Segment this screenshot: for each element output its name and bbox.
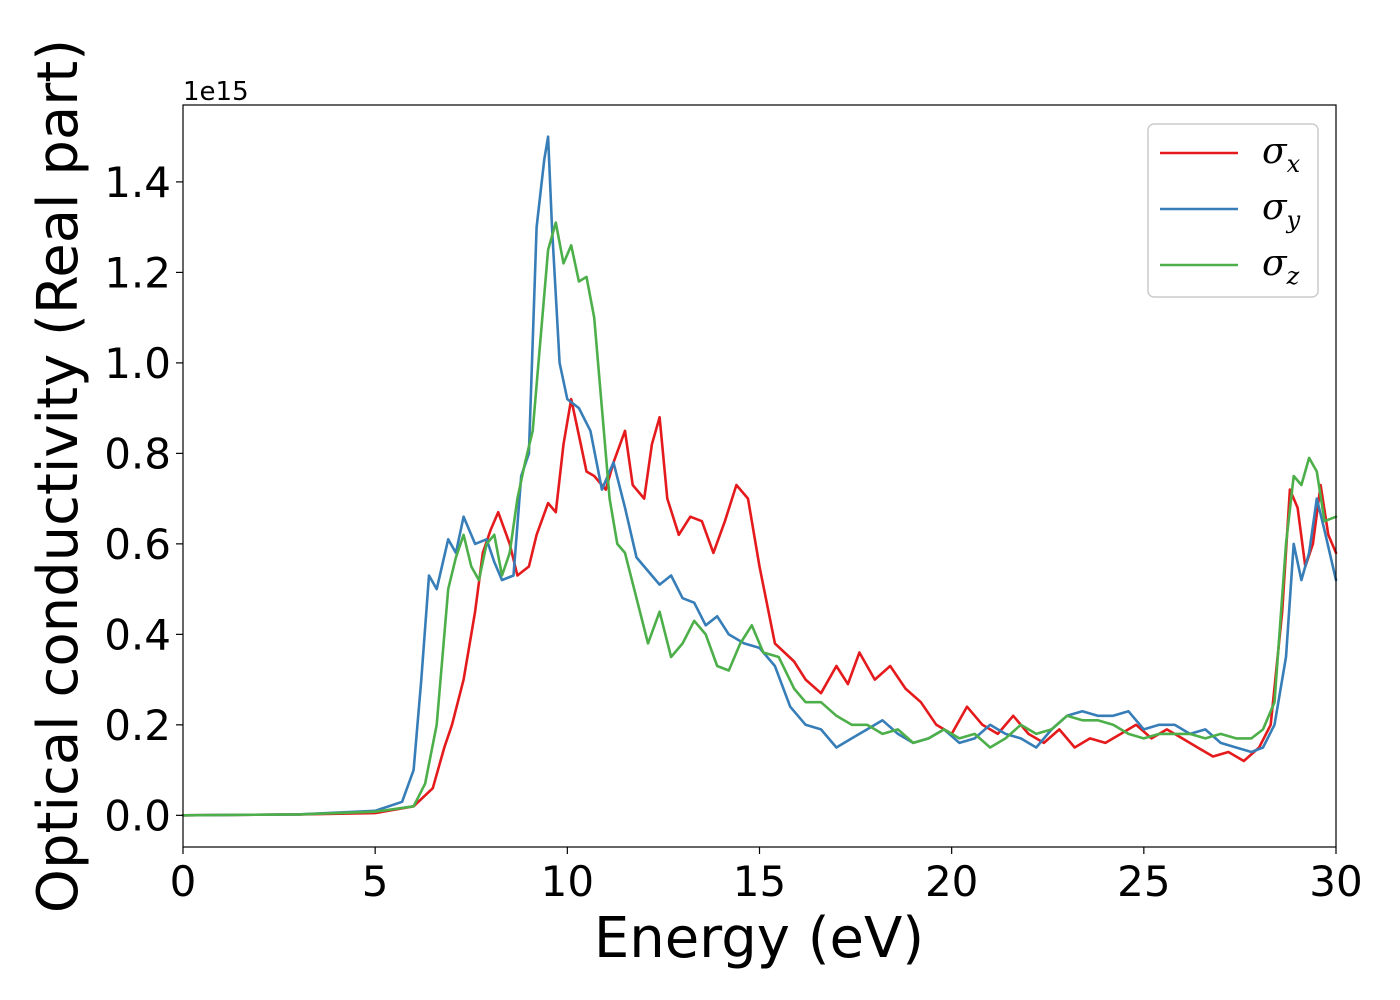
legend-box [1147, 123, 1319, 298]
x-axis-title: Energy (eV) [594, 906, 924, 971]
y-tick-label: 0.4 [104, 610, 171, 659]
legend-label-z: σz [1262, 243, 1300, 290]
x-tick-label: 5 [362, 857, 389, 906]
series-line-z [181, 221, 1338, 817]
y-tick-label: 0.0 [104, 791, 171, 840]
x-tick-label: 10 [541, 857, 594, 906]
legend-label-x: σx [1262, 131, 1301, 178]
legend-entries: σx σy σz [1160, 131, 1301, 290]
legend: σx σy σz [1147, 123, 1319, 298]
y-tick-label: 0.8 [104, 429, 171, 478]
y-tick-label: 1.4 [104, 158, 171, 207]
y-tick-label: 1.0 [104, 339, 171, 388]
x-axis: 0 5 10 15 20 25 30 [170, 847, 1363, 906]
y-axis-title: Optical conductivity (Real part) [26, 39, 91, 913]
x-tick-label: 20 [925, 857, 978, 906]
x-tick-label: 0 [170, 857, 197, 906]
y-tick-label: 0.2 [104, 701, 171, 750]
y-offset-label: 1e15 [183, 77, 249, 107]
series-layer [181, 135, 1338, 817]
y-axis: 0.0 0.2 0.4 0.6 0.8 1.0 1.2 1.4 [104, 158, 183, 840]
y-tick-label: 0.6 [104, 520, 171, 569]
legend-label-y: σy [1262, 187, 1301, 234]
series-line-y [181, 135, 1338, 817]
y-tick-label: 1.2 [104, 248, 171, 297]
x-tick-label: 30 [1309, 857, 1362, 906]
series-line-x [181, 397, 1338, 817]
x-tick-label: 25 [1117, 857, 1170, 906]
x-tick-label: 15 [733, 857, 786, 906]
